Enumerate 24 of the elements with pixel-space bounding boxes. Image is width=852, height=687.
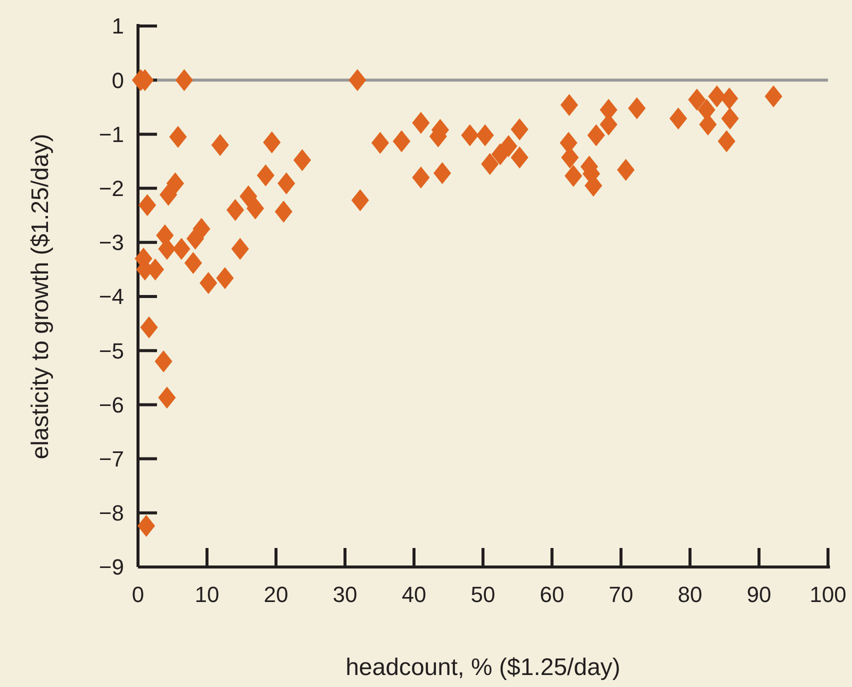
x-axis-title: headcount, % ($1.25/day) [346, 654, 620, 681]
x-tick-label: 0 [132, 582, 144, 607]
y-tick-label: −4 [98, 284, 124, 310]
x-tick-label: 60 [540, 582, 564, 607]
y-axis-title: elasticity to growth ($1.25/day) [27, 134, 54, 460]
x-tick-label: 10 [194, 582, 220, 607]
y-tick-label: 0 [112, 68, 124, 93]
x-tick-label: 80 [678, 582, 702, 607]
x-tick-label: 30 [332, 582, 358, 607]
y-tick-label: −8 [98, 500, 124, 526]
y-tick-label: −6 [98, 392, 124, 418]
x-tick-label: 50 [470, 582, 496, 607]
y-tick-label: −3 [98, 230, 124, 256]
y-tick-label: 1 [112, 14, 124, 39]
x-tick-label: 100 [810, 582, 846, 607]
y-tick-label: −1 [98, 122, 124, 147]
x-tick-label: 90 [746, 582, 772, 607]
y-tick-label: −9 [98, 554, 124, 580]
y-tick-label: −7 [98, 446, 124, 472]
x-tick-label: 40 [402, 582, 426, 607]
y-tick-label: −2 [98, 176, 124, 201]
x-tick-label: 70 [608, 582, 634, 607]
x-tick-label: 20 [264, 582, 288, 607]
y-tick-label: −5 [98, 338, 124, 364]
